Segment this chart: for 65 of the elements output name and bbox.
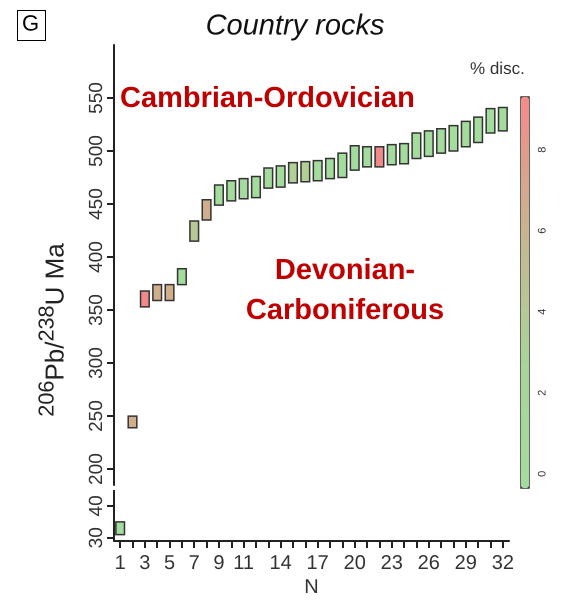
bar [324, 158, 336, 180]
bar [276, 165, 286, 188]
bar [300, 160, 310, 183]
bar [424, 130, 434, 158]
bar [485, 108, 496, 134]
bar [399, 142, 410, 164]
x-tick-label: 26 [418, 552, 440, 574]
x-tick-label: 11 [233, 552, 254, 574]
x-tick-label: 14 [270, 552, 292, 574]
bar [350, 144, 360, 171]
bar [127, 415, 138, 428]
bar [226, 180, 236, 202]
bar [214, 184, 224, 206]
x-tick-label: 17 [306, 552, 329, 574]
bar [238, 178, 249, 200]
y-tick-label: 250 [86, 400, 107, 432]
bar [411, 132, 422, 160]
color-bar-label: 8 [536, 146, 548, 153]
bar [498, 106, 508, 132]
x-tick-label: 23 [380, 552, 403, 574]
bar [189, 220, 200, 242]
y-tick-label: 40 [86, 495, 107, 517]
bar [202, 199, 212, 221]
x-tick-label: 3 [139, 552, 150, 574]
x-tick-label: 9 [213, 552, 224, 574]
x-tick-label: 32 [492, 552, 514, 574]
bar [140, 290, 150, 308]
y-tick-label: 450 [86, 188, 107, 220]
x-tick-label: 20 [344, 552, 366, 574]
bar [152, 284, 162, 302]
color-bar-label: 2 [536, 390, 548, 396]
bar [250, 176, 262, 198]
bar [288, 162, 298, 184]
x-tick-label: 29 [454, 552, 477, 574]
y-tick-label: 200 [86, 453, 107, 485]
bar [448, 124, 459, 152]
chart-title: Country rocks [206, 10, 384, 42]
annotation: Devonian- Carboniferous [246, 254, 444, 326]
y-tick-label: 350 [86, 294, 107, 326]
bar [164, 284, 175, 302]
y-tick-label: 400 [86, 241, 107, 273]
y-tick-label: 550 [86, 82, 107, 114]
color-bar-label: 4 [536, 308, 548, 315]
x-tick-label: 5 [164, 552, 176, 574]
bar [337, 152, 348, 178]
bar [473, 116, 484, 144]
bar [312, 160, 323, 182]
bar [176, 268, 187, 286]
y-tick-label: 30 [86, 527, 107, 548]
y-tick-label: 500 [86, 135, 107, 167]
x-tick-label: 7 [188, 552, 200, 574]
bar [263, 167, 274, 189]
y-tick-label: 300 [86, 347, 107, 379]
bar [386, 144, 397, 166]
bar [460, 120, 471, 148]
bar [436, 128, 446, 154]
x-tick-label: 1 [114, 552, 126, 574]
annotation: Cambrian-Ordovician [120, 82, 415, 114]
bar [374, 146, 384, 168]
bar [362, 146, 372, 168]
color-bar-label: 0 [536, 470, 548, 477]
color-bar-label: 6 [536, 228, 548, 234]
text: G [22, 10, 40, 36]
color-bar-title: % disc. [470, 59, 525, 78]
x-axis-title: N [304, 576, 319, 598]
